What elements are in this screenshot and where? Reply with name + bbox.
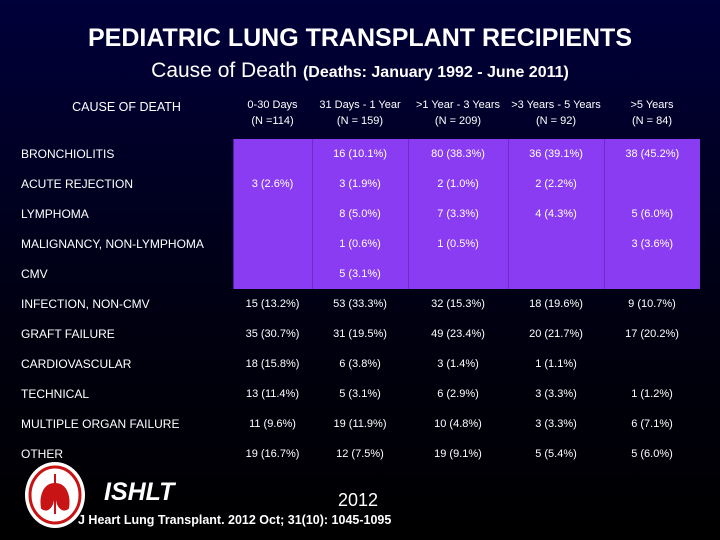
column-header-0-30-days: 0-30 Days (N =114) [247,99,298,127]
ishlt-logo-icon [25,462,85,528]
table-cell: 6 (7.1%) [631,418,673,430]
table-cell [507,229,604,259]
table-cell: 3 (3.6%) [603,229,700,259]
table-cell: 3 (1.4%) [437,358,479,370]
table-cell: 11 (9.6%) [249,418,296,430]
table-cell: 20 (21.7%) [529,328,583,340]
table-header-row: CAUSE OF DEATH 0-30 Days (N =114) 31 Days… [20,94,700,139]
table-row: ACUTE REJECTION 3 (2.6%) 3 (1.9%) 2 (1.0%) 2… [20,169,700,199]
table-row: OTHER 19 (16.7%) 12 (7.5%) 19 (9.1%) 5 (5.4%… [20,439,700,469]
table-cell [232,139,312,169]
table-cell: 19 (11.9%) [333,418,387,430]
table-cell [407,259,508,289]
table-cell: 1 (1.2%) [631,388,673,400]
column-header-3-5-years: >3 Years - 5 Years (N = 92) [511,99,601,127]
cause-label: MALIGNANCY, NON-LYMPHOMA [21,237,204,251]
column-header-1-3-years: >1 Year - 3 Years (N = 209) [415,99,501,127]
table-row: MALIGNANCY, NON-LYMPHOMA 1 (0.6%) 1 (0.5%)… [20,229,700,259]
cause-column-header: CAUSE OF DEATH [72,100,181,114]
table-cell: 36 (39.1%) [507,139,604,169]
column-header-5-plus-years: >5 Years (N = 84) [630,99,674,127]
table-cell: 16 (10.1%) [311,139,408,169]
table-row: GRAFT FAILURE 35 (30.7%) 31 (19.5%) 49 (23.… [20,319,700,349]
publication-year: 2012 [338,490,379,510]
table-cell: 9 (10.7%) [628,298,676,310]
table-cell [604,349,700,379]
table-cell: 5 (6.0%) [603,199,700,229]
table-row: TECHNICAL 13 (11.4%) 5 (3.1%) 6 (2.9%) 3 (3.… [20,379,700,409]
table-cell [603,259,700,289]
cause-label: GRAFT FAILURE [21,327,115,341]
cause-of-death-table: CAUSE OF DEATH 0-30 Days (N =114) 31 Days… [20,94,700,469]
table-cell [603,169,700,199]
cause-label: CMV [21,267,48,281]
table-cell: 2 (2.2%) [507,169,604,199]
table-cell: 18 (19.6%) [529,298,583,310]
table-cell: 2 (1.0%) [407,169,508,199]
table-cell: 31 (19.5%) [333,328,387,340]
table-cell: 3 (1.9%) [311,169,408,199]
table-cell: 10 (4.8%) [434,418,482,430]
table-cell: 12 (7.5%) [336,448,384,460]
table-cell [232,229,312,259]
table-row: MULTIPLE ORGAN FAILURE 11 (9.6%) 19 (11.9%… [20,409,700,439]
citation: J Heart Lung Transplant. 2012 Oct; 31(10… [78,513,392,527]
cause-label: INFECTION, NON-CMV [21,297,150,311]
cause-label: CARDIOVASCULAR [21,357,132,371]
table-row: CMV 5 (3.1%) [20,259,700,289]
table-cell: 18 (15.8%) [245,358,300,370]
table-cell: 6 (2.9%) [437,388,479,400]
table-cell: 6 (3.8%) [339,358,381,370]
page-title: PEDIATRIC LUNG TRANSPLANT RECIPIENTS [88,24,632,52]
table-cell: 1 (0.5%) [407,229,508,259]
table-cell: 17 (20.2%) [625,328,679,340]
table-cell: 80 (38.3%) [407,139,508,169]
table-cell: 8 (5.0%) [311,199,408,229]
table-cell: 1 (1.1%) [535,358,577,370]
table-cell: 3 (3.3%) [535,388,577,400]
table-cell: 5 (3.1%) [311,259,408,289]
cause-label: LYMPHOMA [21,207,89,221]
table-cell: 7 (3.3%) [407,199,508,229]
cause-label: MULTIPLE ORGAN FAILURE [21,417,180,431]
table-cell: 19 (9.1%) [434,448,482,460]
table-cell: 3 (3.3%) [535,418,577,430]
table-cell: 53 (33.3%) [333,298,387,310]
table-row: INFECTION, NON-CMV 15 (13.2%) 53 (33.3%) 32… [20,289,700,319]
table-cell: 49 (23.4%) [431,328,485,340]
column-header-31-days-1-year: 31 Days - 1 Year (N = 159) [319,99,401,127]
table-cell: 3 (2.6%) [232,169,312,199]
table-row: BRONCHIOLITIS 16 (10.1%) 80 (38.3%) 36 (39.… [20,139,700,169]
table-row: LYMPHOMA 8 (5.0%) 7 (3.3%) 4 (4.3%) 5 (6.0%) [20,199,700,229]
table-cell: 19 (16.7%) [245,448,300,460]
table-cell: 13 (11.4%) [246,388,299,400]
table-cell [232,199,312,229]
table-cell: 5 (3.1%) [339,388,381,400]
table-cell: 5 (6.0%) [631,448,673,460]
table-cell: 1 (0.6%) [311,229,408,259]
table-cell [232,259,312,289]
page-subtitle: Cause of Death (Deaths: January 1992 - J… [0,59,720,83]
table-cell: 4 (4.3%) [507,199,604,229]
table-cell: 32 (15.3%) [431,298,485,310]
table-cell: 35 (30.7%) [245,328,300,340]
subtitle-main: Cause of Death [151,59,298,82]
cause-label: ACUTE REJECTION [21,177,134,191]
subtitle-date-range: (Deaths: January 1992 - June 2011) [302,64,569,81]
cause-label: BRONCHIOLITIS [21,147,115,161]
table-cell [507,259,604,289]
table-row: CARDIOVASCULAR 18 (15.8%) 6 (3.8%) 3 (1.4%)… [20,349,700,379]
cause-label: TECHNICAL [21,387,90,401]
cause-label: OTHER [21,447,63,461]
table-cell: 38 (45.2%) [603,139,700,169]
table-cell: 15 (13.2%) [245,298,300,310]
table-cell: 5 (5.4%) [535,448,577,460]
ishlt-wordmark: ISHLT [104,478,175,506]
